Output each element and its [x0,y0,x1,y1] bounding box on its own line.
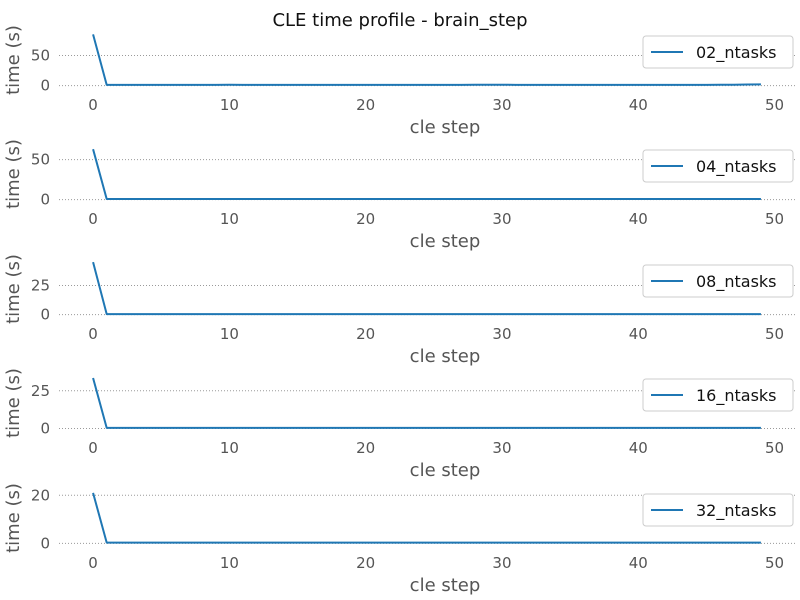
x-tick-label: 0 [88,210,98,228]
subplot-5: 0 20 0 10 20 30 40 50 cle step time (s) 32_ntasks [3,483,795,596]
series-line-04_ntasks [92,148,761,201]
y-tick-label: 0 [40,77,50,95]
legend: 02_ntasks [642,35,794,69]
subplot-2: 0 50 0 10 20 30 40 50 cle step time (s) 04_ntasks [3,139,795,252]
x-tick-label: 50 [765,210,784,228]
legend: 32_ntasks [642,493,794,527]
subplot-3: 0 25 0 10 20 30 40 50 cle step time (s) 08_ntasks [3,254,795,367]
x-tick-label: 20 [356,325,375,343]
subplot-4: 0 25 0 10 20 30 40 50 cle step time (s) 16_ntasks [3,368,795,481]
legend-label: 02_ntasks [696,43,777,63]
legend: 16_ntasks [642,378,794,412]
x-tick-label: 10 [220,96,239,114]
x-tick-label: 0 [88,439,98,457]
x-axis-label: cle step [410,346,481,367]
y-axis-label: time (s) [3,254,24,324]
x-tick-label: 30 [492,554,511,572]
y-tick-label: 0 [40,191,50,209]
x-tick-label: 10 [220,210,239,228]
legend-label: 08_ntasks [696,272,777,292]
legend-label: 16_ntasks [696,386,777,406]
y-tick-label: 0 [40,534,50,552]
y-tick-label: 20 [31,486,50,504]
legend-label: 32_ntasks [696,501,777,521]
x-tick-label: 40 [629,554,648,572]
legend-box [642,264,794,298]
y-tick-label: 50 [31,46,50,64]
legend: 04_ntasks [642,149,794,183]
y-axis-label: time (s) [3,25,24,95]
legend-box [642,149,794,183]
legend-label: 04_ntasks [696,157,777,177]
legend-box [642,378,794,412]
x-axis-label: cle step [410,575,481,596]
y-tick-label: 25 [31,277,50,295]
x-tick-label: 10 [220,325,239,343]
legend: 08_ntasks [642,264,794,298]
x-tick-label: 50 [765,439,784,457]
figure-title: CLE time profile - brain_step [272,10,527,31]
x-tick-label: 40 [629,439,648,457]
x-tick-label: 0 [88,554,98,572]
x-axis-label: cle step [410,460,481,481]
series-line-02_ntasks [92,34,761,86]
y-tick-label: 0 [40,306,50,324]
x-tick-label: 20 [356,96,375,114]
x-axis-label: cle step [410,231,481,252]
y-tick-label: 0 [40,419,50,437]
x-tick-label: 40 [629,325,648,343]
x-tick-label: 30 [492,439,511,457]
x-tick-label: 30 [492,210,511,228]
x-axis-label: cle step [410,117,481,138]
y-axis-label: time (s) [3,483,24,553]
x-tick-label: 10 [220,439,239,457]
x-tick-label: 50 [765,325,784,343]
x-tick-label: 30 [492,325,511,343]
legend-box [642,493,794,527]
y-tick-label: 50 [31,151,50,169]
legend-box [642,35,794,69]
y-axis-label: time (s) [3,368,24,438]
x-tick-label: 0 [88,325,98,343]
x-tick-label: 0 [88,96,98,114]
x-tick-label: 20 [356,554,375,572]
series-line-32_ntasks [92,492,761,544]
x-tick-label: 10 [220,554,239,572]
subplot-1: 0 50 0 10 20 30 40 50 cle step time (s) 02_ntasks [3,25,795,138]
x-tick-label: 50 [765,554,784,572]
x-tick-label: 20 [356,439,375,457]
x-tick-label: 50 [765,96,784,114]
series-line-16_ntasks [92,377,761,429]
x-tick-label: 20 [356,210,375,228]
x-tick-label: 40 [629,210,648,228]
x-tick-label: 30 [492,96,511,114]
series-line-08_ntasks [92,261,761,316]
y-tick-label: 25 [31,382,50,400]
x-tick-label: 40 [629,96,648,114]
y-axis-label: time (s) [3,139,24,209]
